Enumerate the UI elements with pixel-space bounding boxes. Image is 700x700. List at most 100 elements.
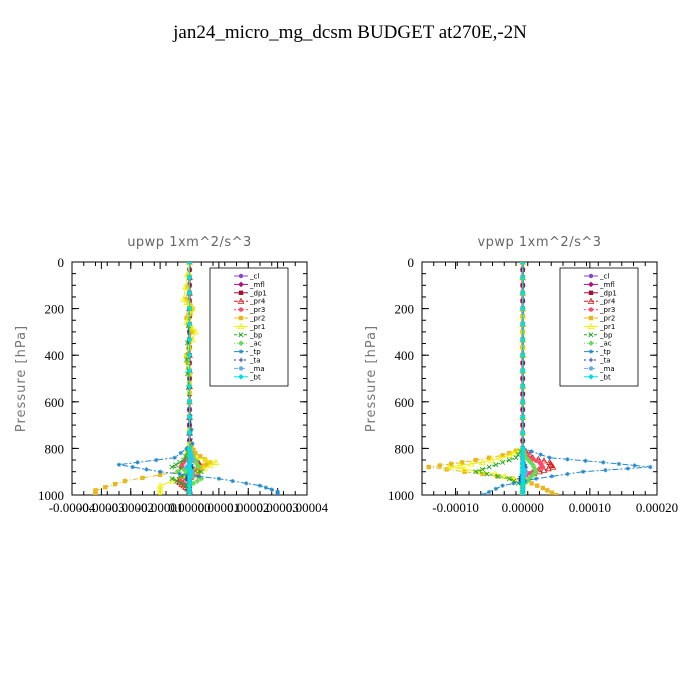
series-line-pr1 bbox=[448, 262, 524, 495]
data-point-pr1 bbox=[156, 482, 164, 489]
data-point-bt bbox=[519, 482, 526, 489]
figure-title: jan24_micro_mg_dcsm BUDGET at270E,-2N bbox=[173, 22, 527, 43]
legend-label: _cl bbox=[599, 273, 609, 281]
chart-panel-2: vpwp 1xm^2/s^3 Pressure [hPa] 0 200 400 600 80… bbox=[364, 235, 678, 515]
data-point-pr1 bbox=[461, 465, 468, 472]
data-point-bt bbox=[186, 262, 193, 265]
data-point-bp bbox=[479, 466, 485, 472]
data-point-pr2 bbox=[535, 483, 540, 488]
data-point-pr1 bbox=[200, 465, 208, 472]
y-tick-label: 200 bbox=[45, 302, 65, 317]
legend-label: _pr4 bbox=[599, 298, 616, 306]
data-point-ac bbox=[194, 461, 201, 468]
data-point-bp bbox=[173, 462, 179, 468]
data-point-tp bbox=[157, 469, 163, 474]
data-point-bt bbox=[186, 367, 193, 374]
legend-label: _pr2 bbox=[599, 315, 615, 323]
legend-marker bbox=[238, 366, 244, 371]
data-point-bt bbox=[186, 305, 193, 312]
data-point-pr1 bbox=[202, 456, 210, 463]
data-point-ac bbox=[526, 475, 533, 482]
data-point-tp bbox=[184, 446, 189, 451]
data-point-pr2 bbox=[193, 450, 198, 456]
legend-marker bbox=[588, 340, 594, 346]
data-point-bt bbox=[519, 492, 526, 495]
data-point-bt bbox=[519, 430, 526, 436]
data-point-pr1 bbox=[212, 458, 220, 465]
legend-label: _dp1 bbox=[599, 289, 617, 297]
data-point-bp bbox=[493, 462, 499, 468]
data-point-bp bbox=[174, 478, 180, 484]
data-point-pr1 bbox=[479, 458, 486, 465]
legend-marker bbox=[587, 322, 595, 330]
legend-label: _pr4 bbox=[249, 298, 266, 306]
data-point-pr2 bbox=[93, 492, 98, 495]
data-point-pr2 bbox=[186, 272, 191, 277]
x-tick-label: -0.00002 bbox=[107, 500, 154, 515]
data-point-pr1 bbox=[156, 485, 164, 492]
x-tick-label: 0.00002 bbox=[227, 500, 269, 515]
data-point-pr1 bbox=[510, 449, 518, 456]
legend-label: _cl bbox=[249, 273, 259, 281]
data-point-pr1 bbox=[189, 325, 196, 332]
data-point-pr1 bbox=[445, 463, 453, 470]
data-point-pr2 bbox=[529, 481, 534, 486]
data-point-pr3 bbox=[533, 458, 539, 464]
data-point-tp bbox=[480, 492, 485, 495]
data-point-pr2 bbox=[184, 315, 189, 321]
legend-label: _ta bbox=[599, 357, 611, 365]
data-point-bt bbox=[186, 449, 193, 456]
data-point-bt bbox=[519, 399, 526, 405]
data-point-pr3 bbox=[530, 457, 535, 462]
data-point-tp bbox=[616, 461, 622, 467]
data-point-tp bbox=[533, 476, 539, 481]
y-tick-label: 200 bbox=[395, 302, 415, 317]
data-point-tp bbox=[230, 478, 235, 484]
data-point-ac bbox=[523, 454, 529, 461]
data-point-pr2 bbox=[500, 453, 505, 458]
legend-label: _mfl bbox=[599, 281, 615, 289]
legend-label: _pr1 bbox=[599, 323, 615, 331]
data-point-pr2 bbox=[540, 485, 546, 491]
legend-marker bbox=[238, 340, 244, 346]
legend-marker bbox=[238, 332, 244, 338]
legend-marker bbox=[238, 281, 244, 288]
legend-marker bbox=[588, 357, 594, 363]
data-point-pr2 bbox=[199, 464, 204, 470]
data-point-pr1 bbox=[184, 357, 191, 365]
data-point-bt bbox=[519, 290, 526, 296]
data-point-pr2 bbox=[554, 492, 559, 495]
y-tick-label: 600 bbox=[45, 395, 65, 410]
legend-label: _ac bbox=[249, 340, 262, 348]
data-point-bt bbox=[186, 336, 193, 343]
data-point-tp bbox=[135, 460, 140, 465]
data-point-pr2 bbox=[103, 485, 108, 490]
data-point-ac bbox=[190, 473, 197, 480]
data-point-pr1 bbox=[180, 295, 188, 302]
data-point-pr2 bbox=[426, 464, 431, 470]
data-point-tp bbox=[275, 492, 280, 495]
panel-title: upwp 1xm^2/s^3 bbox=[127, 235, 252, 250]
data-point-tp bbox=[493, 486, 499, 491]
data-point-bt bbox=[519, 352, 526, 358]
data-point-tp bbox=[177, 471, 182, 477]
data-point-bp bbox=[515, 452, 521, 458]
legend-marker bbox=[238, 349, 244, 354]
data-point-bt bbox=[519, 336, 526, 343]
data-point-pr3 bbox=[537, 466, 542, 471]
data-point-tp bbox=[486, 489, 492, 495]
data-point-pr1 bbox=[505, 451, 513, 458]
legend-marker bbox=[238, 357, 244, 363]
series-group bbox=[93, 262, 280, 495]
data-point-bt bbox=[519, 262, 526, 265]
x-tick-label: 0.00003 bbox=[257, 500, 299, 515]
data-point-pr1 bbox=[206, 461, 214, 469]
legend-label: _pr2 bbox=[249, 315, 265, 323]
data-point-pr2 bbox=[191, 447, 196, 453]
data-point-bt bbox=[186, 492, 193, 495]
data-point-tp bbox=[216, 476, 222, 481]
legend-marker bbox=[238, 374, 244, 380]
data-point-bt bbox=[519, 489, 526, 495]
data-point-tp bbox=[154, 457, 159, 463]
